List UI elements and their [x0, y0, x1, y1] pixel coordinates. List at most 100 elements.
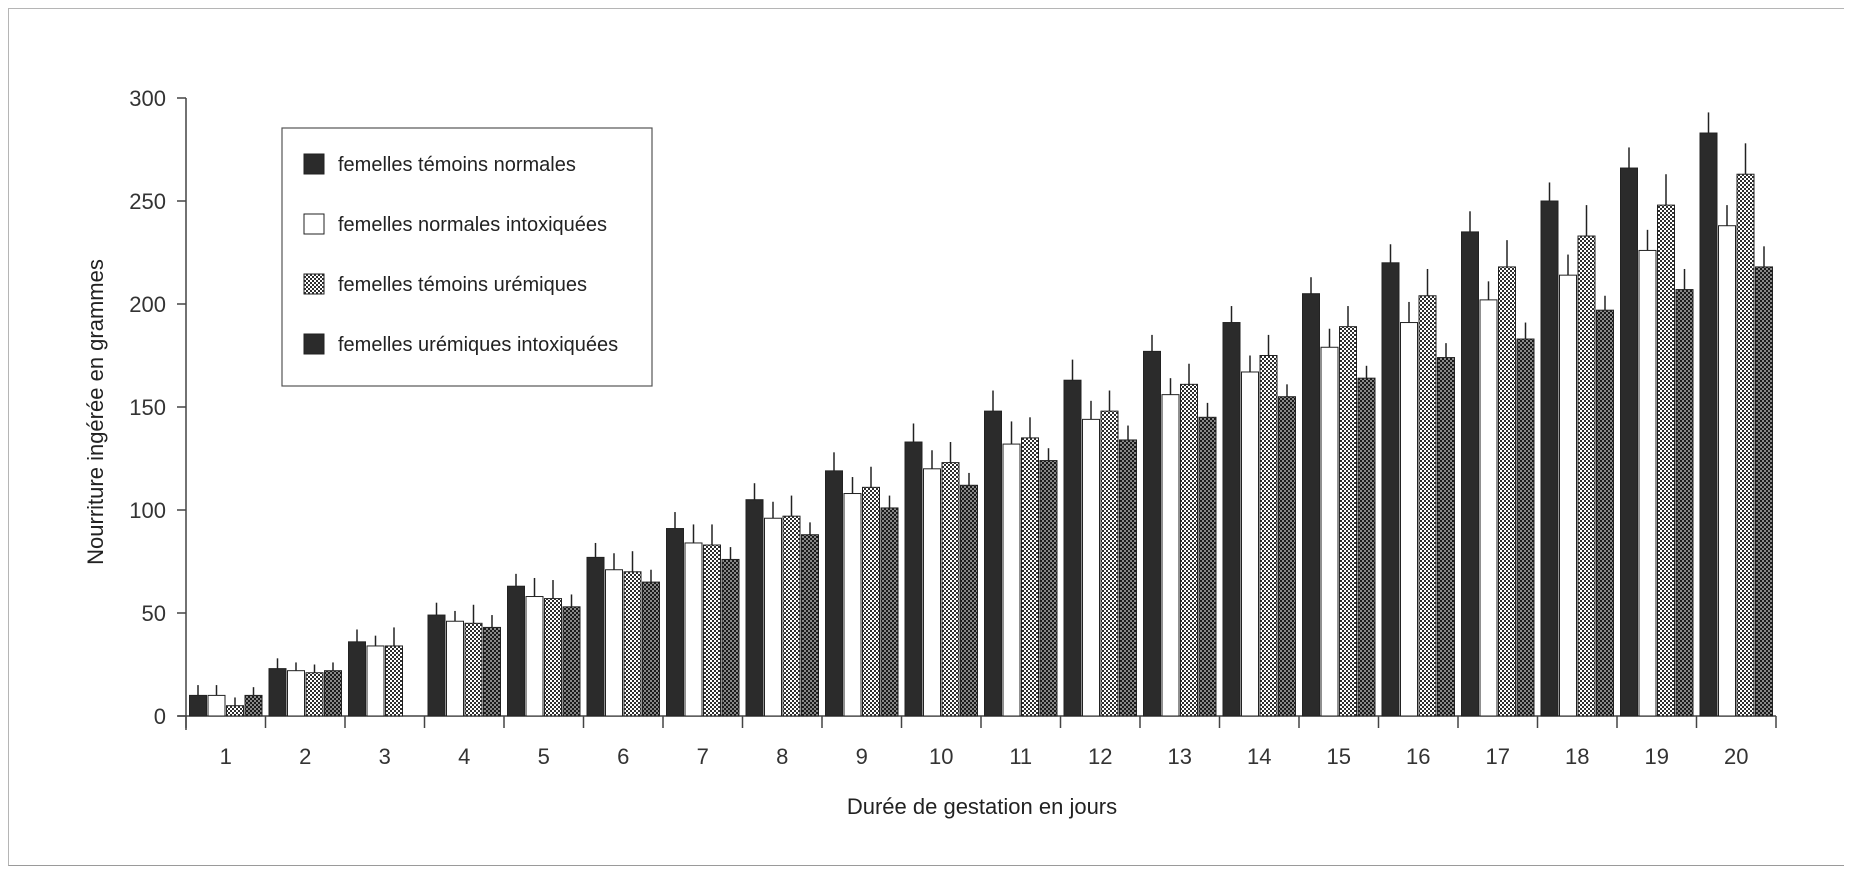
bar-4-day-13: [1198, 416, 1217, 717]
bar-2-day-6: [605, 569, 623, 717]
bar-4-day-4: [483, 626, 501, 717]
legend-swatch: [303, 213, 325, 235]
x-tick-label: 7: [697, 744, 709, 769]
bar-2-day-19: [1638, 249, 1657, 717]
bar-3-day-1: [226, 705, 244, 717]
bar-4-day-9: [880, 507, 899, 717]
bar-3-day-18: [1577, 235, 1596, 717]
bar-2-day-17: [1479, 299, 1498, 717]
bar-3-day-5: [544, 598, 562, 717]
bar-4-day-19: [1675, 289, 1694, 717]
bar-1-day-16: [1381, 262, 1400, 717]
bar-2-day-10: [923, 468, 941, 717]
bar-2-day-13: [1161, 394, 1180, 717]
bar-3-day-9: [862, 486, 880, 717]
x-tick-label: 11: [1009, 744, 1032, 769]
y-tick-label: 100: [129, 498, 166, 523]
bar-4-day-12: [1119, 439, 1137, 717]
bar-2-day-8: [764, 517, 782, 717]
x-tick-label: 2: [299, 744, 311, 769]
x-tick-label: 13: [1168, 744, 1192, 769]
legend-swatch: [303, 153, 325, 175]
bar-1-day-18: [1540, 200, 1559, 717]
bar-3-day-3: [385, 645, 403, 717]
bar-4-day-2: [324, 670, 342, 717]
bar-4-day-7: [721, 558, 740, 717]
x-tick-label: 4: [458, 744, 470, 769]
bar-2-day-1: [207, 694, 226, 717]
x-tick-label: 19: [1645, 744, 1669, 769]
bar-2-day-2: [287, 670, 305, 717]
x-tick-label: 17: [1486, 744, 1510, 769]
bar-1-day-14: [1222, 322, 1241, 717]
y-axis-ticks: 0 50 100 150 200 250 300: [129, 86, 186, 729]
bar-1-day-8: [745, 499, 764, 717]
x-tick-label: 3: [379, 744, 391, 769]
bar-3-day-4: [464, 622, 483, 717]
bar-1-day-4: [427, 614, 446, 717]
legend-label: femelles témoins urémiques: [338, 274, 587, 296]
x-tick-label: 8: [776, 744, 788, 769]
x-tick-label: 9: [856, 744, 868, 769]
bar-1-day-10: [904, 441, 923, 717]
x-tick-label: 12: [1088, 744, 1112, 769]
legend-swatch: [303, 273, 325, 295]
bar-3-day-10: [941, 462, 960, 717]
bar-3-day-15: [1339, 326, 1357, 717]
bar-3-day-6: [623, 571, 642, 717]
bar-2-day-3: [366, 645, 385, 717]
bar-3-day-7: [703, 544, 721, 717]
x-tick-label: 15: [1327, 744, 1351, 769]
legend-label: femelles normales intoxiquées: [338, 214, 607, 236]
bar-4-day-15: [1357, 377, 1376, 717]
bar-4-day-10: [960, 484, 978, 717]
bar-3-day-13: [1180, 383, 1198, 717]
y-tick-label: 50: [142, 601, 166, 626]
bar-4-day-5: [562, 606, 581, 717]
chart-frame: [8, 8, 1844, 866]
bar-2-day-15: [1320, 346, 1339, 717]
x-tick-label: 1: [220, 744, 232, 769]
bar-4-day-1: [244, 694, 263, 717]
bar-1-day-3: [348, 641, 366, 717]
bar-2-day-4: [446, 620, 464, 717]
bar-1-day-7: [666, 528, 684, 717]
legend-box: [281, 127, 653, 387]
bar-3-day-11: [1021, 437, 1039, 717]
bar-2-day-18: [1559, 274, 1577, 717]
x-axis-ticks: 1 2 3 4 5 6 7 8 9 10 11 12 13 14 15 16 17 18 19 20: [185, 716, 1777, 769]
y-tick-label: 0: [154, 704, 166, 729]
bar-1-day-15: [1302, 293, 1320, 717]
bar-4-day-11: [1039, 460, 1058, 717]
bar-1-day-9: [825, 470, 843, 717]
y-axis-label: Nourriture ingérée en grammes: [83, 259, 108, 565]
bar-1-day-19: [1620, 167, 1638, 717]
bar-1-day-6: [586, 556, 605, 717]
bar-3-day-8: [782, 515, 801, 717]
bar-2-day-16: [1400, 322, 1418, 717]
bar-1-day-20: [1699, 132, 1718, 717]
bar-1-day-13: [1143, 350, 1161, 717]
x-tick-label: 20: [1724, 744, 1748, 769]
bar-3-day-17: [1498, 266, 1516, 717]
bar-3-day-16: [1418, 295, 1437, 717]
bar-2-day-9: [843, 493, 862, 717]
bar-4-day-17: [1516, 338, 1535, 717]
bar-3-day-2: [305, 672, 324, 717]
bar-3-day-12: [1100, 410, 1119, 717]
bar-1-day-1: [189, 694, 207, 717]
bar-4-day-8: [801, 534, 819, 717]
bar-4-day-6: [642, 581, 660, 717]
legend: femelles témoins normales femelles normal…: [281, 127, 653, 387]
bar-1-day-11: [984, 410, 1002, 717]
legend-swatch: [303, 333, 325, 355]
bar-2-day-11: [1002, 443, 1021, 717]
bar-1-day-5: [507, 585, 525, 717]
bar-series: [189, 112, 1773, 717]
bar-2-day-14: [1241, 371, 1259, 717]
x-tick-label: 10: [929, 744, 953, 769]
bar-3-day-20: [1736, 173, 1755, 717]
y-tick-label: 250: [129, 189, 166, 214]
bar-3-day-14: [1259, 355, 1278, 717]
